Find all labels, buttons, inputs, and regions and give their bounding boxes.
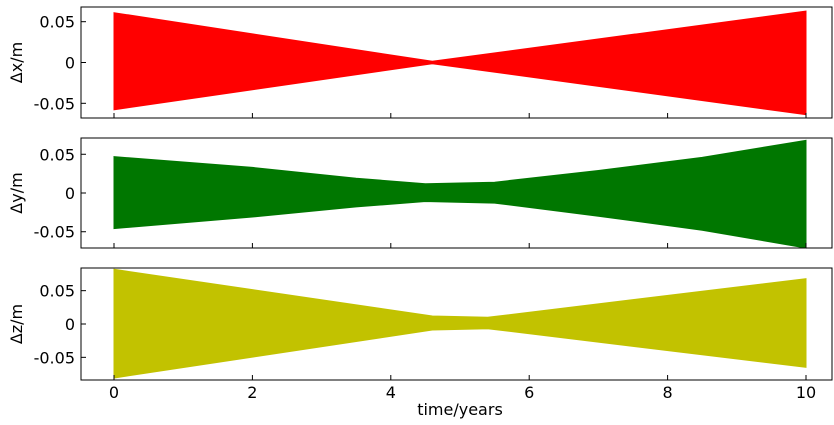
y-axis-title: Δz/m <box>7 304 26 344</box>
panel-1: -0.05 0 0.05 Δx/m <box>7 6 833 119</box>
y-tick-label: 0.05 <box>39 13 75 32</box>
panel-2: -0.05 0 0.05 Δy/m <box>7 137 833 249</box>
x-tick-label: 10 <box>796 383 816 402</box>
x-tick-label: 0 <box>109 383 119 402</box>
y-tick-label: -0.05 <box>34 348 75 367</box>
y-tick-label: 0 <box>65 315 75 334</box>
y-tick-label: -0.05 <box>34 223 75 242</box>
y-tick-label: 0 <box>65 54 75 73</box>
panel-3: -0.05 0 0.05 0 2 4 6 8 10 Δz/m time/years <box>7 267 833 419</box>
y-tick-label: -0.05 <box>34 94 75 113</box>
x-axis-title: time/years <box>417 400 503 419</box>
x-tick-label: 6 <box>524 383 534 402</box>
x-tick-label: 2 <box>247 383 257 402</box>
x-tick-label: 4 <box>386 383 396 402</box>
series-3-1-area <box>113 268 807 379</box>
y-tick-label: 0.05 <box>39 282 75 301</box>
x-tick-label: 8 <box>663 383 673 402</box>
y-tick-label: 0.05 <box>39 145 75 164</box>
y-axis-title: Δy/m <box>7 172 26 213</box>
series-2-1-area <box>113 139 807 249</box>
y-axis-title: Δx/m <box>7 42 26 83</box>
series-1-1-area <box>113 10 807 116</box>
y-tick-label: 0 <box>65 184 75 203</box>
